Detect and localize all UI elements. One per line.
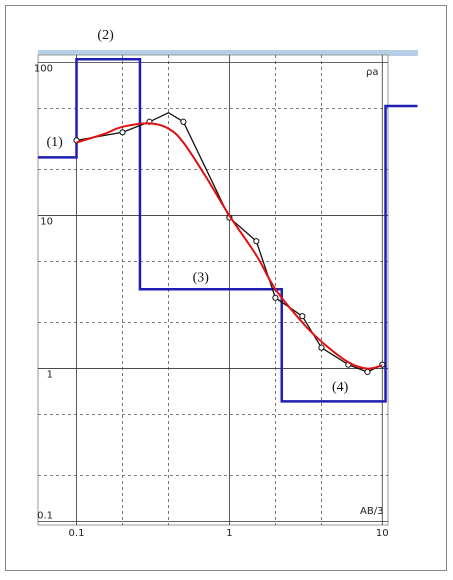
y-tick-label: 1 — [47, 370, 53, 381]
x-axis-label: AB/3 — [360, 506, 383, 517]
y-tick-label: 100 — [34, 64, 53, 75]
annotation: (2) — [97, 28, 114, 43]
data-point — [253, 238, 260, 245]
annotation: (4) — [332, 380, 349, 395]
x-tick-label: 1 — [226, 528, 232, 539]
data-point — [180, 118, 187, 125]
model-steps — [38, 58, 418, 403]
data-point — [318, 344, 325, 351]
x-tick-label: 10 — [376, 528, 389, 539]
y-tick-label: 0.1 — [37, 511, 53, 522]
y-axis-label: ρa — [366, 67, 378, 78]
annotation: (1) — [47, 135, 64, 150]
x-tick-label: 0.1 — [69, 528, 85, 539]
data-point — [119, 129, 126, 136]
annotation: (3) — [193, 270, 210, 285]
y-tick-label: 10 — [40, 217, 53, 228]
data-point — [272, 294, 279, 301]
header-band — [38, 50, 418, 56]
data-point — [299, 313, 306, 320]
data-point — [364, 368, 371, 376]
fit-curve — [76, 122, 383, 370]
